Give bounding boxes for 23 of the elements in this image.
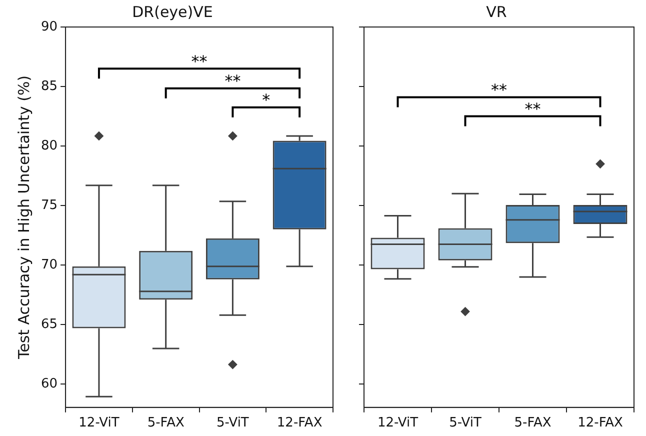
annotation: ** bbox=[524, 99, 541, 118]
annotation: * bbox=[262, 90, 270, 110]
y-axis-title: Test Accuracy in High Uncertainty (%) bbox=[14, 75, 33, 360]
x-tick-label: 5-FAX bbox=[514, 416, 552, 431]
x-tick-label: 12-FAX bbox=[578, 416, 623, 431]
y-tick-label: 90 bbox=[40, 19, 58, 34]
annotation: ** bbox=[191, 52, 208, 71]
annotation: ** bbox=[224, 71, 241, 90]
y-tick-label: 85 bbox=[40, 78, 58, 94]
y-tick-label: 70 bbox=[40, 257, 58, 272]
y-tick-label: 80 bbox=[40, 138, 58, 154]
x-tick-label: 12-ViT bbox=[377, 416, 418, 431]
x-tick-label: 12-FAX bbox=[276, 416, 322, 431]
x-tick-label: 5-ViT bbox=[449, 416, 482, 431]
y-tick-label: 75 bbox=[40, 198, 58, 213]
x-tick-label: 12-ViT bbox=[78, 416, 120, 431]
annotation: ** bbox=[491, 80, 507, 100]
y-tick-label: 60 bbox=[40, 376, 58, 392]
y-tick-label: 65 bbox=[40, 317, 58, 332]
chart-title: VR bbox=[486, 2, 507, 21]
x-tick-label: 5-ViT bbox=[216, 416, 249, 431]
chart-title: DR(eye)VE bbox=[132, 2, 213, 21]
x-tick-label: 5-FAX bbox=[147, 416, 184, 431]
